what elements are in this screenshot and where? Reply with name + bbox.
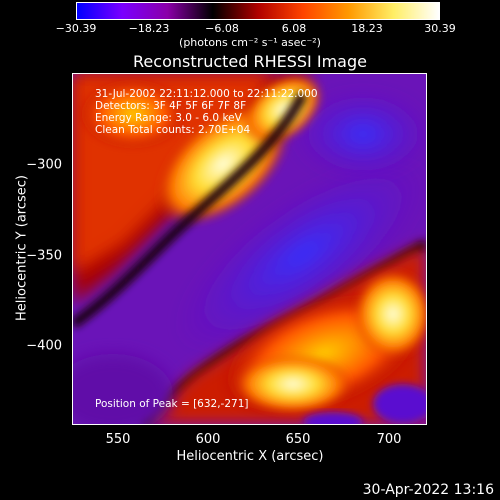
datestamp: 30-Apr-2022 13:16 xyxy=(362,482,494,498)
x-tick-label: 600 xyxy=(195,432,221,447)
colorbar-tick-label: −30.39 xyxy=(55,22,97,35)
x-tick-label: 550 xyxy=(105,432,131,447)
annotation-counts: Clean Total counts: 2.70E+04 xyxy=(95,124,251,136)
annotation-detectors: Detectors: 3F 4F 5F 6F 7F 8F xyxy=(95,100,247,112)
annotation-energy: Energy Range: 3.0 - 6.0 keV xyxy=(95,112,242,124)
colorbar-tick-label: 18.23 xyxy=(351,22,383,35)
y-axis-label: Heliocentric Y (arcsec) xyxy=(14,175,30,321)
colorbar-units-label: (photons cm⁻² s⁻¹ asec⁻²) xyxy=(179,36,321,49)
y-tick-label: −300 xyxy=(26,157,62,173)
colorbar-tick-label: −18.23 xyxy=(128,22,170,35)
annotation-peak-position: Position of Peak = [632,-271] xyxy=(95,398,249,410)
rhessi-image-panel: 31-Jul-2002 22:11:12.000 to 22:11:22.000… xyxy=(72,73,427,425)
image-title: Reconstructed RHESSI Image xyxy=(133,52,367,71)
x-axis-label: Heliocentric X (arcsec) xyxy=(176,449,324,464)
annotation-time: 31-Jul-2002 22:11:12.000 to 22:11:22.000 xyxy=(95,88,318,100)
x-tick-label: 650 xyxy=(285,432,311,447)
colorbar-tick-label: 30.39 xyxy=(424,22,456,35)
x-tick-label: 700 xyxy=(376,432,402,447)
colorbar-tick-label: 6.08 xyxy=(281,22,307,35)
colorbar-tick-label: −6.08 xyxy=(205,22,239,35)
colorbar xyxy=(76,2,440,20)
rhessi-image xyxy=(73,74,426,424)
y-tick-label: −350 xyxy=(26,248,62,264)
y-tick-label: −400 xyxy=(26,338,62,354)
